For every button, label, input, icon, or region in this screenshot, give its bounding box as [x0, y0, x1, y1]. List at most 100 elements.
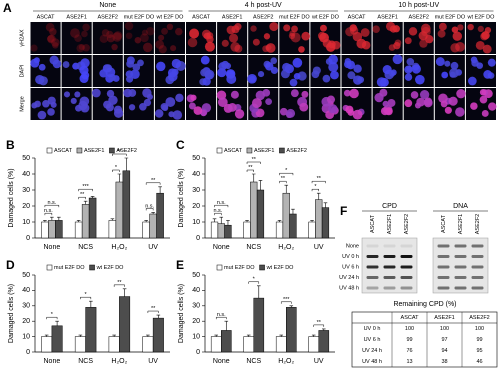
error-bar — [83, 200, 88, 205]
nucleus — [63, 91, 71, 98]
error-bar — [321, 328, 326, 331]
significance-label: ** — [317, 320, 322, 326]
nucleus — [165, 97, 176, 107]
significance-label: ** — [252, 157, 257, 163]
nucleus — [484, 26, 492, 34]
nucleus — [81, 30, 88, 38]
table-cell: 100 — [405, 326, 414, 332]
y-tick-label: 10 — [192, 219, 200, 226]
bar — [289, 213, 297, 239]
significance-bracket — [145, 208, 154, 211]
nucleus — [113, 31, 123, 40]
nucleus — [30, 44, 38, 52]
nucleus — [202, 77, 211, 86]
y-tick-label: 0 — [26, 349, 30, 356]
nucleus — [382, 65, 392, 75]
significance-bracket — [78, 196, 86, 200]
nucleus — [188, 102, 196, 110]
bar — [74, 336, 86, 353]
nucleus — [158, 34, 165, 41]
nucleus — [111, 43, 118, 51]
significance-bracket — [313, 324, 325, 327]
significance-label: * — [253, 277, 256, 283]
nucleus — [298, 46, 305, 53]
nucleus — [132, 63, 141, 72]
nucleus — [234, 44, 243, 53]
panel-letter: F — [340, 204, 347, 218]
nucleus — [126, 75, 134, 83]
bar — [115, 181, 124, 239]
panel-letter: A — [3, 1, 12, 15]
nucleus — [404, 65, 413, 74]
line-label: ASE2F1 — [222, 14, 242, 20]
nucleus — [105, 103, 114, 112]
nucleus — [415, 74, 425, 85]
x-tick-label: NCS — [78, 358, 93, 365]
table-cell: 100 — [440, 326, 449, 332]
nucleus — [411, 64, 421, 74]
lane-label: ASE2F1 — [458, 214, 464, 234]
bar — [217, 223, 225, 239]
x-tick-label: None — [213, 358, 230, 365]
nucleus — [252, 38, 260, 46]
nucleus — [456, 88, 466, 99]
nucleus — [455, 41, 465, 52]
significance-bracket — [248, 281, 260, 284]
nucleus — [91, 88, 101, 98]
condition-label: 10 h post-UV — [398, 2, 439, 9]
nucleus — [404, 37, 412, 45]
significance-bracket — [112, 169, 120, 172]
nucleus — [467, 76, 477, 86]
nucleus — [476, 62, 484, 69]
micrograph — [154, 22, 185, 54]
bar — [250, 181, 258, 239]
nucleus — [265, 98, 272, 105]
y-tick-label: 20 — [22, 203, 30, 210]
error-bar — [226, 220, 230, 226]
nucleus — [82, 44, 90, 52]
x-tick-label: NCS — [246, 244, 261, 251]
significance-bracket — [279, 172, 294, 176]
table-cell: UV 6 h — [364, 337, 381, 343]
significance-bracket — [280, 301, 292, 304]
nucleus — [175, 27, 183, 36]
x-tick-label: NCS — [78, 244, 93, 251]
table-header: ASE2F1 — [434, 315, 454, 321]
x-tick-label: NCS — [246, 358, 261, 365]
blot-band — [471, 286, 484, 290]
nucleus — [106, 34, 115, 43]
nucleus — [108, 95, 118, 105]
table-title: Remaining CPD (%) — [393, 301, 456, 308]
micrograph — [123, 22, 154, 54]
legend-swatch — [46, 264, 53, 271]
nucleus — [134, 36, 142, 44]
table-frame — [351, 311, 498, 368]
bar — [81, 204, 90, 239]
blot-band — [437, 265, 450, 269]
nucleus — [441, 71, 449, 79]
blot-band — [383, 276, 396, 279]
nucleus — [349, 26, 359, 35]
nucleus — [301, 31, 311, 41]
line-label: ASE2F1 — [66, 14, 86, 20]
nucleus — [250, 25, 257, 32]
nucleus — [347, 109, 355, 116]
nucleus — [389, 25, 398, 33]
legend-label: ASE2F2 — [116, 148, 136, 154]
lane-label: ASCAT — [441, 214, 447, 233]
bar — [243, 336, 255, 353]
nucleus — [106, 89, 115, 98]
nucleus — [160, 103, 168, 111]
condition-label: 4 h post-UV — [245, 2, 282, 9]
panel-letter: E — [176, 258, 184, 272]
significance-bracket — [246, 161, 261, 164]
blot-band — [400, 255, 413, 258]
lane-label: ASE2F2 — [475, 214, 481, 234]
error-bar — [151, 212, 155, 214]
nucleus — [483, 70, 493, 79]
nucleus — [190, 94, 197, 101]
nucleus — [449, 68, 459, 78]
line-label: ASCAT — [37, 14, 56, 20]
nucleus — [78, 43, 86, 51]
y-tick-label: 30 — [22, 187, 30, 194]
